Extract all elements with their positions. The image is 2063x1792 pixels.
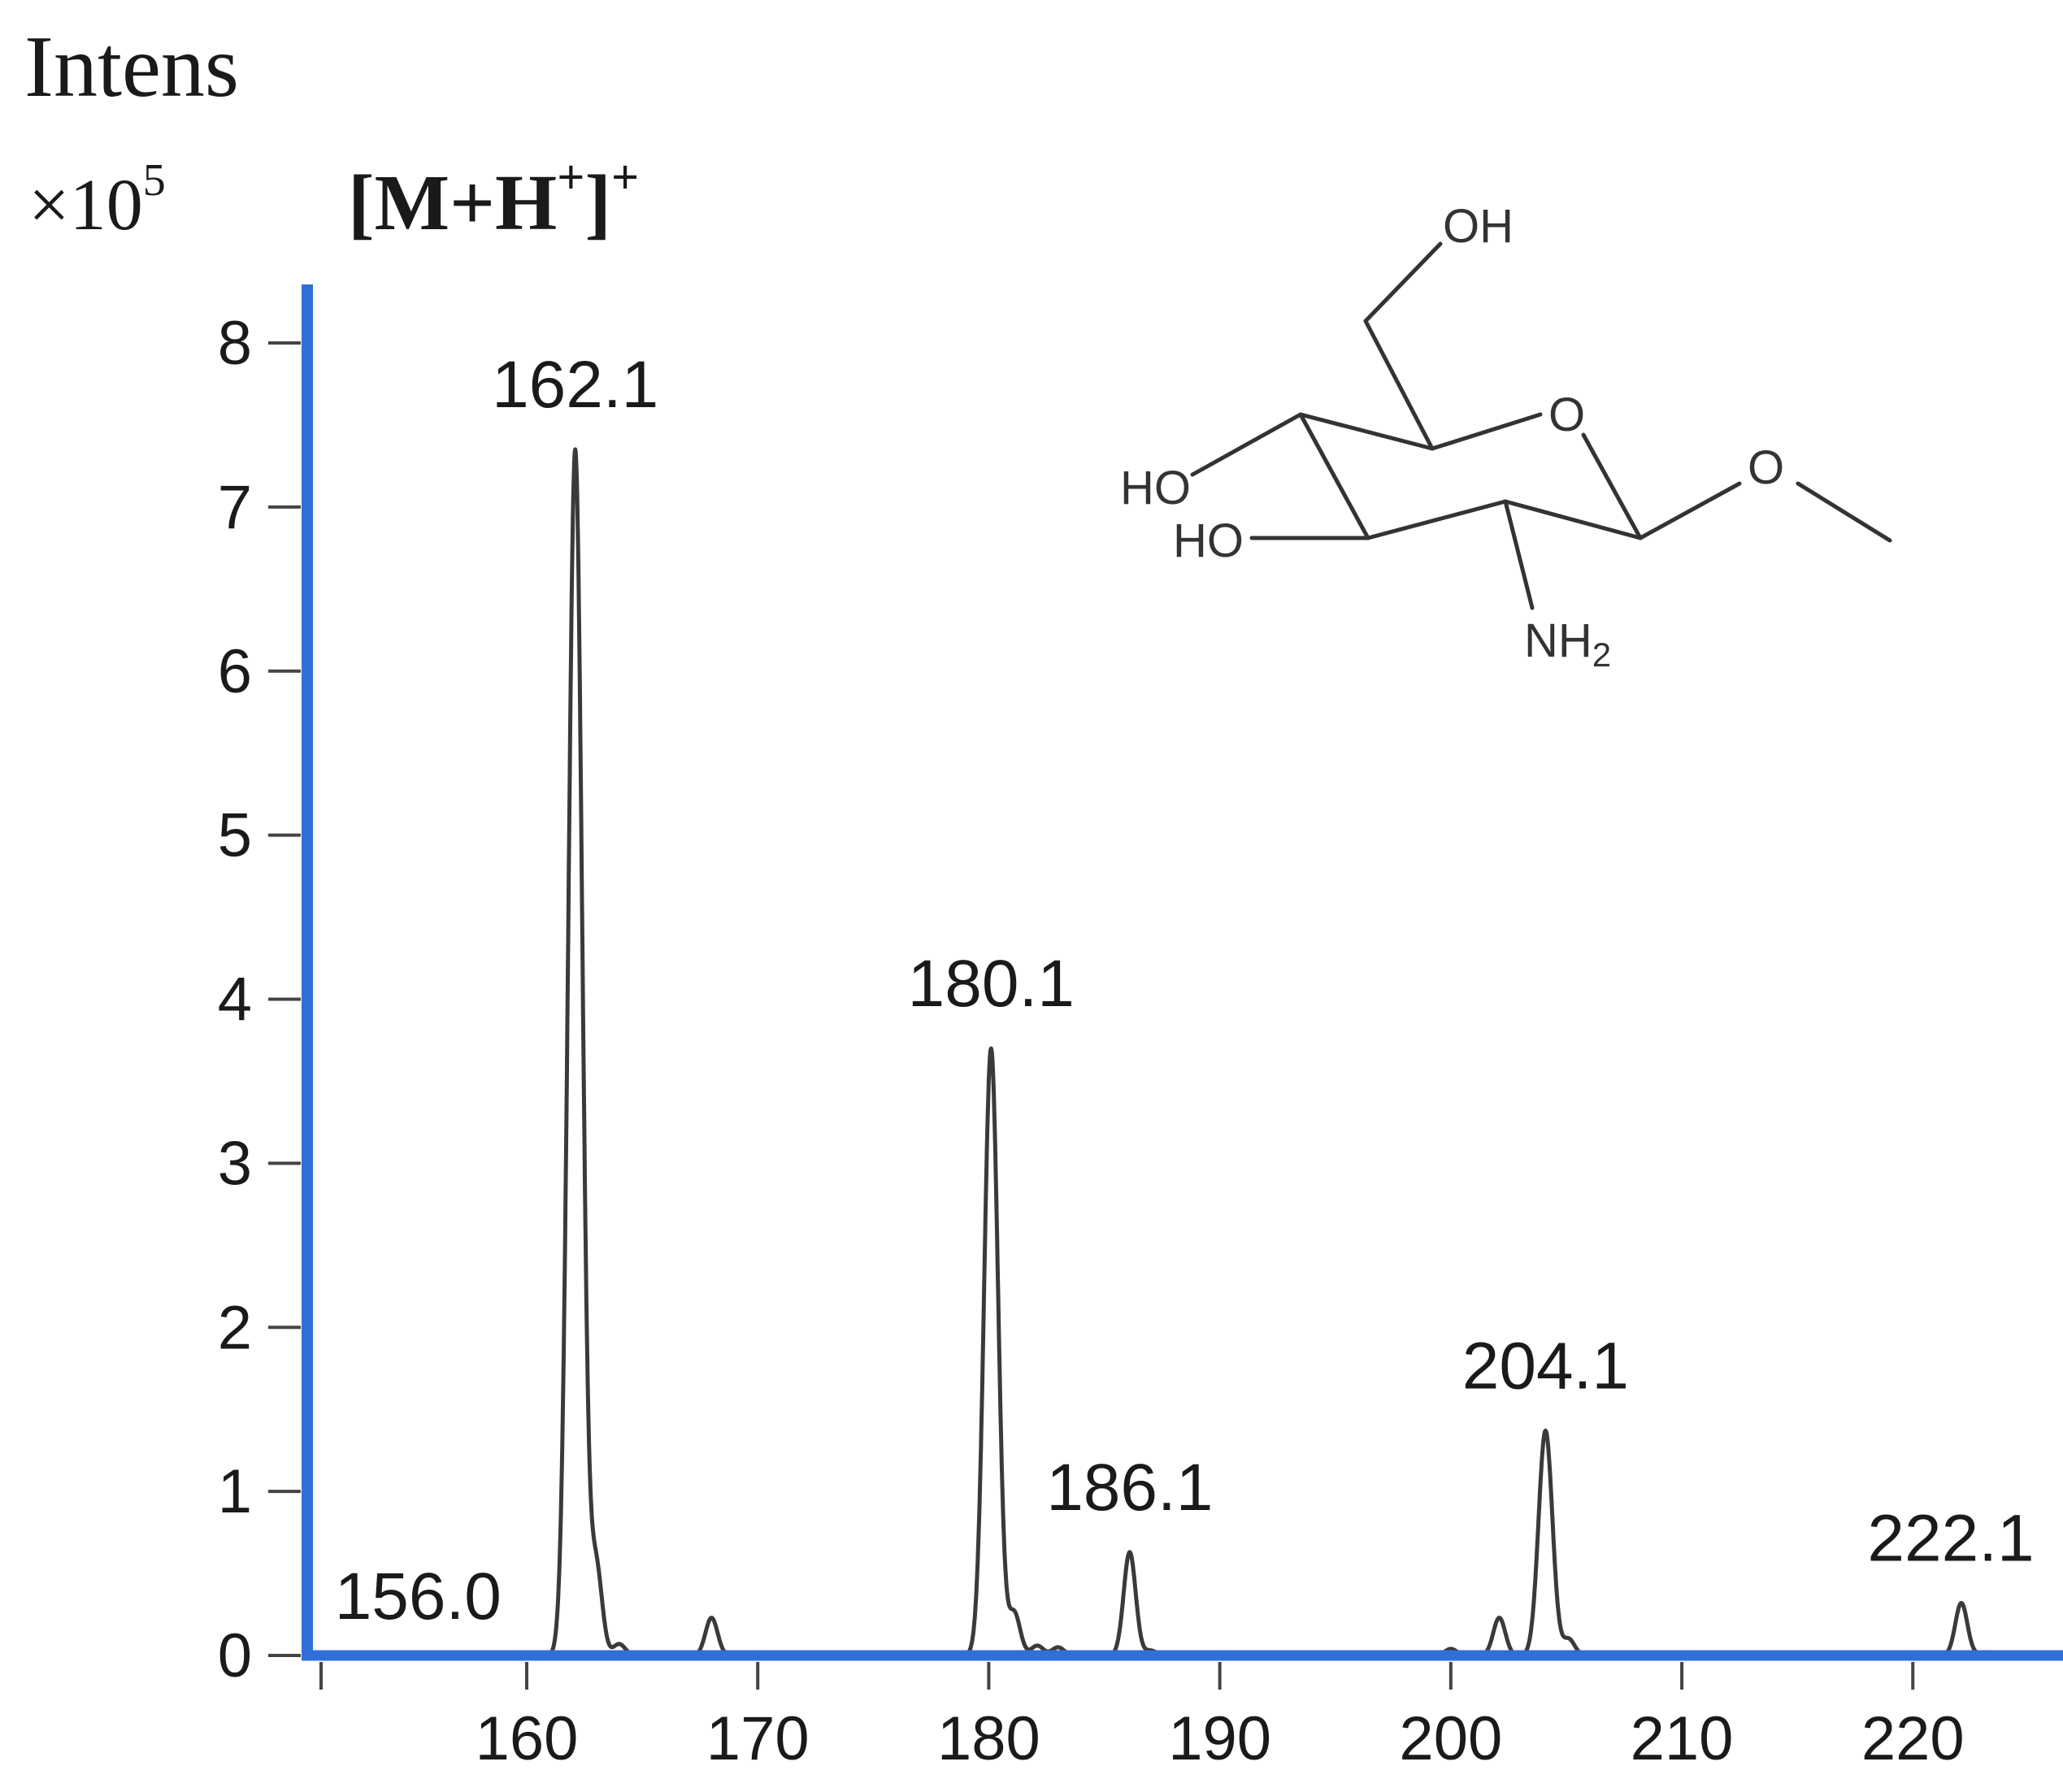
y-tick-label: 3 <box>218 1129 252 1198</box>
label-nh2-subscript: 2 <box>1592 636 1611 674</box>
bond-c6-oh <box>1363 241 1443 323</box>
label-ring-o: O <box>1548 388 1585 441</box>
ticks-group: 0 1 2 3 4 5 6 7 8 160 170 180 190 200 210 220 <box>218 309 1965 1773</box>
molecule-structure <box>1190 241 1892 610</box>
y-tick-label: 6 <box>218 637 252 706</box>
label-ho-upper: HO <box>1120 462 1191 514</box>
bond-ring-o-c1 <box>1581 432 1643 540</box>
y-tick-label: 2 <box>218 1293 252 1362</box>
bond-c2-nh2 <box>1503 499 1535 610</box>
peak-label: 156.0 <box>335 1560 502 1634</box>
y-tick-label: 0 <box>218 1621 252 1690</box>
y-multiplier: ×105 <box>28 155 166 245</box>
peak-label: 204.1 <box>1462 1329 1629 1403</box>
y-tick-label: 5 <box>218 801 252 870</box>
y-title: Intens <box>24 19 239 115</box>
label-methoxy-o: O <box>1748 441 1784 494</box>
y-tick-label: 7 <box>218 473 252 542</box>
bond-c2-c1 <box>1503 499 1643 540</box>
bond-c3-c2 <box>1366 499 1508 540</box>
bond-c5-ring-o <box>1430 412 1543 451</box>
peak-label: 180.1 <box>908 947 1075 1021</box>
x-tick-label: 180 <box>937 1704 1040 1773</box>
y-tick-label: 4 <box>218 965 252 1035</box>
bond-c5-c4 <box>1298 412 1435 451</box>
bond-c1-methoxy-o <box>1638 481 1742 540</box>
x-tick-label: 190 <box>1168 1704 1271 1773</box>
molecule-labels: OH O HO HO O NH2 <box>1120 200 1784 674</box>
label-ho-lower: HO <box>1173 514 1244 567</box>
peak-label: 186.1 <box>1046 1451 1213 1525</box>
axes-group <box>302 284 2063 1661</box>
peak-label: 162.1 <box>492 348 658 422</box>
peak-label: 222.1 <box>1867 1501 2034 1575</box>
bond-c4-oh <box>1190 412 1303 477</box>
x-tick-label: 170 <box>706 1704 810 1773</box>
label-oh-top: OH <box>1443 200 1514 253</box>
y-tick-label: 1 <box>218 1457 252 1526</box>
x-tick-label: 220 <box>1861 1704 1965 1773</box>
bond-c4-c3 <box>1298 412 1370 540</box>
ion-label: [M+H+]+ <box>348 150 639 247</box>
x-tick-label: 200 <box>1399 1704 1502 1773</box>
x-tick-label: 160 <box>476 1704 579 1773</box>
y-multiplier-exponent: 5 <box>143 155 166 206</box>
bond-o-methyl <box>1796 481 1892 543</box>
x-tick-label: 210 <box>1631 1704 1734 1773</box>
peak-labels-group: 156.0 162.1 180.1 186.1 204.1 222.1 <box>335 348 2035 1634</box>
bond-c5-c6 <box>1363 319 1435 451</box>
label-nh2: NH2 <box>1524 614 1611 674</box>
y-tick-label: 8 <box>218 309 252 378</box>
